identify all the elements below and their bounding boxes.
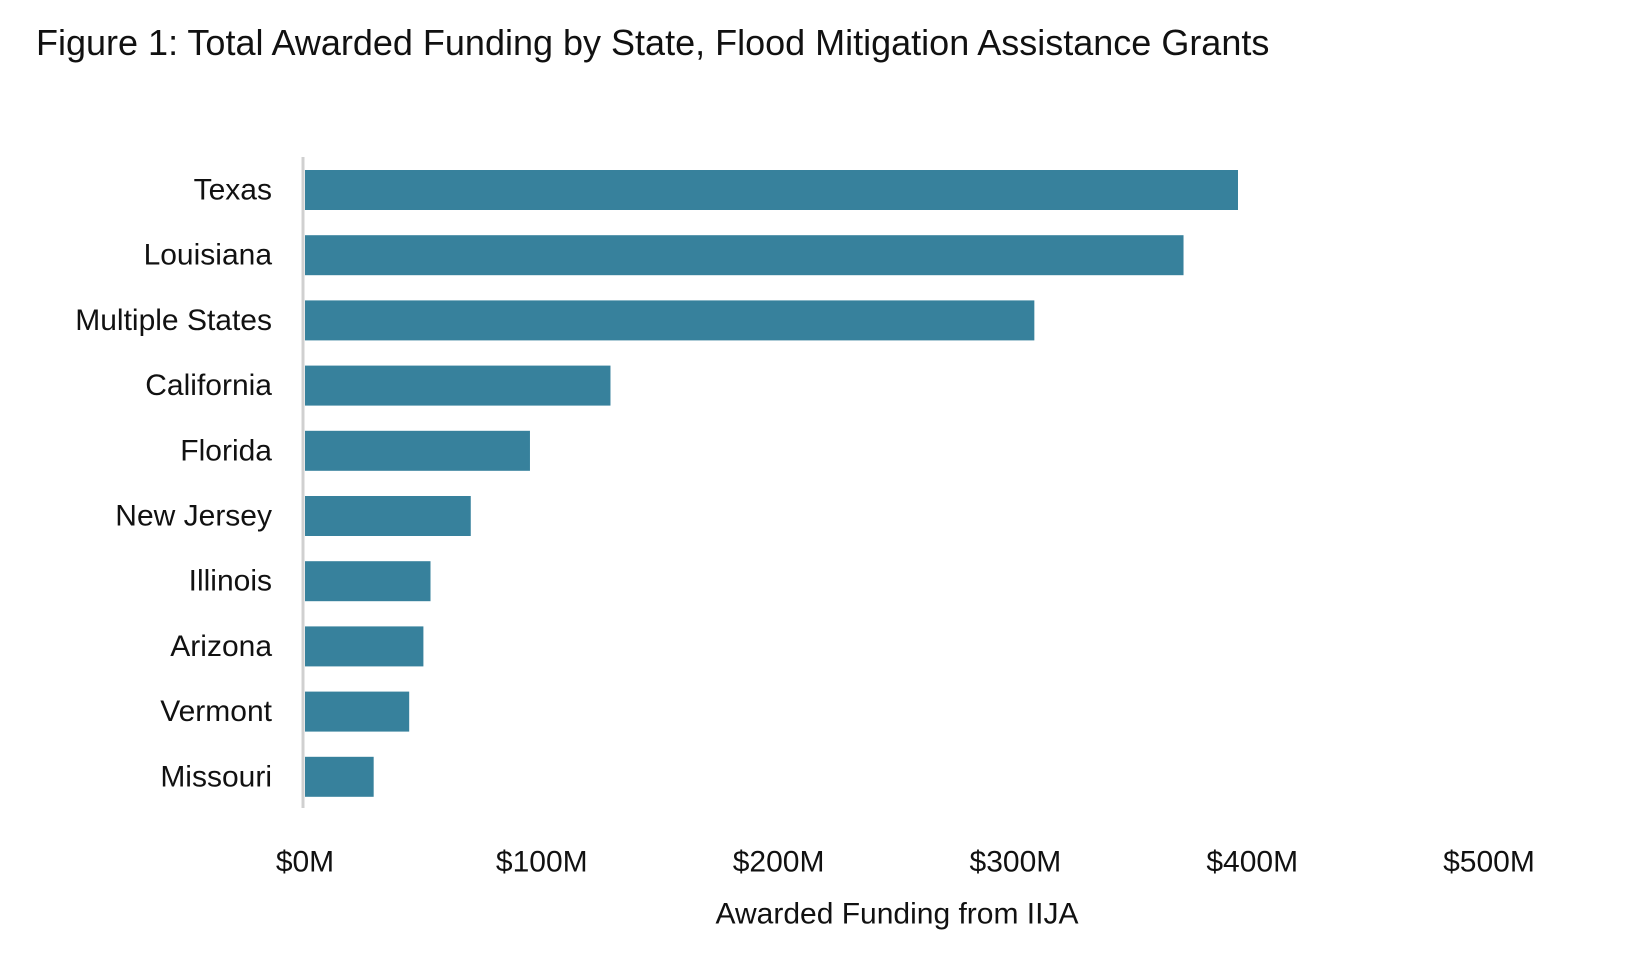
- x-tick-label: $0M: [276, 846, 334, 879]
- bar-vermont: [305, 691, 410, 732]
- bar-louisiana: [305, 235, 1184, 276]
- chart-title: Figure 1: Total Awarded Funding by State…: [36, 22, 1270, 63]
- category-label: Vermont: [160, 695, 272, 728]
- category-label: California: [145, 369, 272, 402]
- bar-illinois: [305, 561, 431, 602]
- category-label: Missouri: [160, 760, 272, 793]
- x-tick-label: $400M: [1206, 846, 1298, 879]
- bar-texas: [305, 170, 1238, 210]
- bar-missouri: [305, 756, 374, 797]
- x-tick-label: $100M: [496, 846, 588, 879]
- bars-group: [305, 170, 1238, 797]
- bar-arizona: [305, 626, 424, 667]
- x-tick-label: $300M: [970, 846, 1062, 879]
- bar-california: [305, 365, 611, 406]
- x-tick-labels: $0M $100M $200M $300M $400M $500M: [276, 846, 1535, 879]
- bar-multiple-states: [305, 300, 1035, 341]
- x-tick-label: $200M: [733, 846, 825, 879]
- x-tick-label: $500M: [1443, 846, 1535, 879]
- x-axis-title: Awarded Funding from IIJA: [716, 898, 1079, 931]
- category-label: New Jersey: [115, 500, 272, 533]
- category-label: Illinois: [189, 565, 272, 598]
- category-label: Texas: [194, 174, 272, 207]
- bar-new-jersey: [305, 496, 471, 536]
- category-label: Multiple States: [75, 304, 272, 337]
- category-label: Florida: [180, 434, 272, 467]
- bar-florida: [305, 430, 530, 471]
- category-label: Arizona: [170, 630, 272, 663]
- category-label: Louisiana: [144, 239, 273, 272]
- category-labels: Texas Louisiana Multiple States California F…: [75, 174, 272, 794]
